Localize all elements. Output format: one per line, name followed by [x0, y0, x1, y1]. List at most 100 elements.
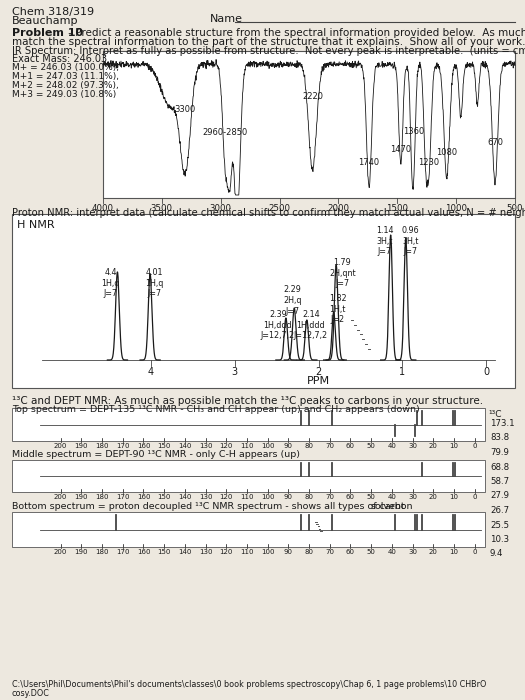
Text: 60: 60: [346, 494, 355, 500]
Text: 70: 70: [326, 549, 334, 555]
Text: 83.8: 83.8: [490, 433, 509, 442]
Text: 1740: 1740: [359, 158, 380, 167]
Text: 2000: 2000: [328, 204, 350, 213]
Text: 79.9: 79.9: [490, 448, 509, 457]
Text: 80: 80: [304, 494, 313, 500]
Text: 0: 0: [483, 367, 489, 377]
Text: 1.14
3H,t
J=7: 1.14 3H,t J=7: [376, 226, 393, 256]
Text: 90: 90: [284, 443, 293, 449]
Text: 200: 200: [54, 549, 67, 555]
Text: 110: 110: [240, 494, 254, 500]
Text: 110: 110: [240, 443, 254, 449]
Text: 150: 150: [158, 494, 171, 500]
Text: 130: 130: [199, 443, 212, 449]
Text: 30: 30: [408, 443, 417, 449]
Text: 120: 120: [219, 443, 233, 449]
Text: 1080: 1080: [436, 148, 457, 157]
Text: 60: 60: [346, 549, 355, 555]
Text: 150: 150: [158, 549, 171, 555]
Text: 180: 180: [96, 494, 109, 500]
Text: H NMR: H NMR: [17, 220, 55, 230]
Text: M+1 = 247.03 (11.1%),: M+1 = 247.03 (11.1%),: [12, 72, 119, 81]
Text: 1000: 1000: [445, 204, 467, 213]
Text: 120: 120: [219, 549, 233, 555]
Text: 170: 170: [116, 549, 130, 555]
Text: 10: 10: [449, 494, 458, 500]
Text: 50: 50: [367, 443, 375, 449]
Bar: [12, 408, 485, 441]
Text: 3000: 3000: [209, 204, 232, 213]
Text: Beauchamp: Beauchamp: [12, 16, 79, 26]
Text: 2.29
2H,q
J=7: 2.29 2H,q J=7: [283, 285, 301, 316]
Text: 50: 50: [367, 549, 375, 555]
Text: 200: 200: [54, 494, 67, 500]
Text: M+3 = 249.03 (10.8%): M+3 = 249.03 (10.8%): [12, 90, 116, 99]
Text: 1470: 1470: [390, 145, 412, 154]
Text: 25.5: 25.5: [490, 521, 509, 529]
Text: 2960-2850: 2960-2850: [203, 128, 248, 137]
Text: 670: 670: [487, 138, 503, 147]
Text: 140: 140: [178, 443, 192, 449]
Text: 70: 70: [326, 443, 334, 449]
Text: M+2 = 248.02 (97.3%),: M+2 = 248.02 (97.3%),: [12, 81, 119, 90]
Text: 150: 150: [158, 443, 171, 449]
Text: 10: 10: [449, 443, 458, 449]
Text: 60: 60: [346, 443, 355, 449]
Text: 500: 500: [507, 204, 523, 213]
Text: 190: 190: [75, 549, 88, 555]
Text: 0: 0: [472, 549, 477, 555]
Text: 200: 200: [54, 443, 67, 449]
Text: IR Spectrum: Interpret as fully as possible from structure.  Not every peak is i: IR Spectrum: Interpret as fully as possi…: [12, 46, 525, 56]
Text: 100: 100: [261, 494, 275, 500]
Text: 70: 70: [326, 494, 334, 500]
Text: C:\Users\Phil\Documents\Phil's documents\classes\0 book problems spectroscopy\Ch: C:\Users\Phil\Documents\Phil's documents…: [12, 680, 486, 689]
Text: 130: 130: [199, 549, 212, 555]
Text: 20: 20: [429, 443, 438, 449]
Text: Top spectrum = DEPT-135 ¹³C NMR - CH₃ and CH appear (up) and CH₂ appears (down): Top spectrum = DEPT-135 ¹³C NMR - CH₃ an…: [12, 405, 420, 414]
Text: 90: 90: [284, 494, 293, 500]
Text: 1.79
2H,qnt
J=7: 1.79 2H,qnt J=7: [329, 258, 355, 288]
Text: match the spectral information to the part of the structure that it explains.  S: match the spectral information to the pa…: [12, 37, 525, 47]
Text: 0.96
3H,t
J=7: 0.96 3H,t J=7: [402, 226, 419, 256]
Text: 120: 120: [219, 494, 233, 500]
Text: 9.4: 9.4: [490, 550, 503, 559]
Text: cosy.DOC: cosy.DOC: [12, 689, 50, 698]
Text: ¹³C: ¹³C: [488, 410, 501, 419]
Text: 2.14
1H,ddd
J=12,7,2: 2.14 1H,ddd J=12,7,2: [294, 310, 328, 340]
Bar: [12, 512, 485, 547]
Text: Exact Mass: 246.03: Exact Mass: 246.03: [12, 54, 107, 64]
Text: 80: 80: [304, 443, 313, 449]
Text: 140: 140: [178, 549, 192, 555]
Bar: [103, 51, 515, 198]
Text: 20: 20: [429, 494, 438, 500]
Text: 2220: 2220: [302, 92, 323, 101]
Text: 58.7: 58.7: [490, 477, 509, 486]
Text: 3: 3: [232, 367, 238, 377]
Bar: [12, 214, 515, 388]
Text: 1.82
1H,t
J=2: 1.82 1H,t J=2: [329, 294, 346, 325]
Text: 100: 100: [261, 443, 275, 449]
Text: 90: 90: [284, 549, 293, 555]
Text: Bottom spectrum = proton decoupled ¹³C NMR spectrum - shows all types of carbon: Bottom spectrum = proton decoupled ¹³C N…: [12, 502, 413, 511]
Text: 190: 190: [75, 494, 88, 500]
Text: 180: 180: [96, 443, 109, 449]
Text: 1: 1: [400, 367, 405, 377]
Text: ¹³C and DEPT NMR: As much as possible match the ¹³C peaks to carbons in your str: ¹³C and DEPT NMR: As much as possible ma…: [12, 396, 483, 406]
Text: - Predict a reasonable structure from the spectral information provided below.  : - Predict a reasonable structure from th…: [65, 28, 525, 38]
Text: 130: 130: [199, 494, 212, 500]
Text: Chem 318/319: Chem 318/319: [12, 7, 94, 17]
Text: 30: 30: [408, 549, 417, 555]
Text: M+ = 246.03 (100.0%),: M+ = 246.03 (100.0%),: [12, 63, 119, 72]
Bar: [12, 460, 485, 492]
Text: 4.4
1H,q
J=7: 4.4 1H,q J=7: [101, 268, 120, 298]
Text: 1360: 1360: [403, 127, 424, 136]
Text: Proton NMR: interpret data (calculate chemical shifts to confirm they match actu: Proton NMR: interpret data (calculate ch…: [12, 208, 525, 218]
Text: 190: 190: [75, 443, 88, 449]
Text: 1500: 1500: [386, 204, 408, 213]
Text: 173.1: 173.1: [490, 419, 514, 428]
Text: solvent: solvent: [370, 502, 405, 511]
Text: 4: 4: [148, 367, 154, 377]
Text: 160: 160: [136, 494, 150, 500]
Text: 3300: 3300: [175, 105, 196, 114]
Text: 0: 0: [472, 443, 477, 449]
